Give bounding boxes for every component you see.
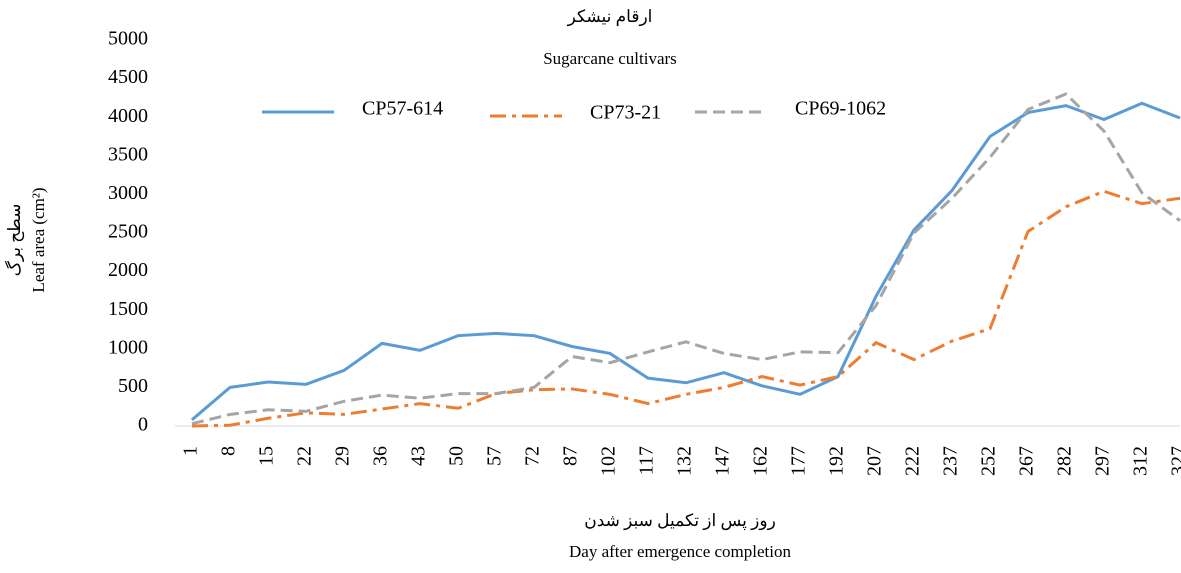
x-tick-label: 29 <box>332 446 354 466</box>
legend-label: CP57-614 <box>362 98 443 120</box>
legend-label: CP69-1062 <box>795 98 886 120</box>
x-tick-label: 15 <box>256 446 278 466</box>
y-tick-label: 2500 <box>108 221 148 243</box>
x-axis-label: Day after emergence completion <box>569 542 791 561</box>
series-line <box>191 189 1181 428</box>
x-tick-label: 282 <box>1054 446 1076 476</box>
series-line <box>191 101 1181 421</box>
y-axis-label: سطح برگ <box>4 204 25 277</box>
x-tick-label: 87 <box>560 446 582 466</box>
x-tick-label: 237 <box>940 446 962 476</box>
x-tick-label: 222 <box>902 446 924 476</box>
y-tick-label: 2000 <box>108 259 148 281</box>
x-tick-label: 117 <box>636 446 658 475</box>
y-tick-label: 0 <box>138 414 148 436</box>
x-tick-label: 22 <box>294 446 316 466</box>
x-tick-label: 50 <box>446 446 468 466</box>
x-tick-label: 312 <box>1130 446 1152 476</box>
chart-subtitle: Sugarcane cultivars <box>543 49 677 68</box>
x-tick-label: 132 <box>674 446 696 476</box>
y-tick-label: 4500 <box>108 66 148 88</box>
y-tick-label: 3000 <box>108 182 148 204</box>
y-tick-label: 3500 <box>108 143 148 165</box>
x-tick-label: 1 <box>180 446 202 456</box>
y-tick-label: 4000 <box>108 105 148 127</box>
x-tick-label: 192 <box>826 446 848 476</box>
y-tick-label: 1000 <box>108 336 148 358</box>
x-tick-label: 102 <box>598 446 620 476</box>
x-tick-label: 162 <box>750 446 772 476</box>
series-line <box>191 92 1181 426</box>
y-tick-label: 500 <box>118 375 148 397</box>
x-axis-label: روز پس از تکمیل سبز شدن <box>584 511 776 531</box>
x-tick-label: 207 <box>864 446 886 476</box>
x-tick-label: 147 <box>712 446 734 476</box>
x-tick-label: 43 <box>408 446 430 466</box>
legend-label: CP73-21 <box>590 102 661 124</box>
x-tick-label: 8 <box>218 446 240 456</box>
y-tick-label: 1500 <box>108 298 148 320</box>
y-tick-label: 5000 <box>108 28 148 50</box>
x-tick-label: 297 <box>1092 446 1114 476</box>
x-tick-label: 327 <box>1168 446 1181 476</box>
y-axis-label: Leaf area (cm²) <box>29 187 48 292</box>
x-tick-label: 57 <box>484 446 506 466</box>
x-tick-label: 177 <box>788 446 810 476</box>
x-tick-label: 252 <box>978 446 1000 476</box>
x-tick-label: 267 <box>1016 446 1038 476</box>
x-tick-label: 72 <box>522 446 544 466</box>
chart-title: ارقام نیشکر <box>567 7 653 27</box>
x-tick-label: 36 <box>370 446 392 466</box>
